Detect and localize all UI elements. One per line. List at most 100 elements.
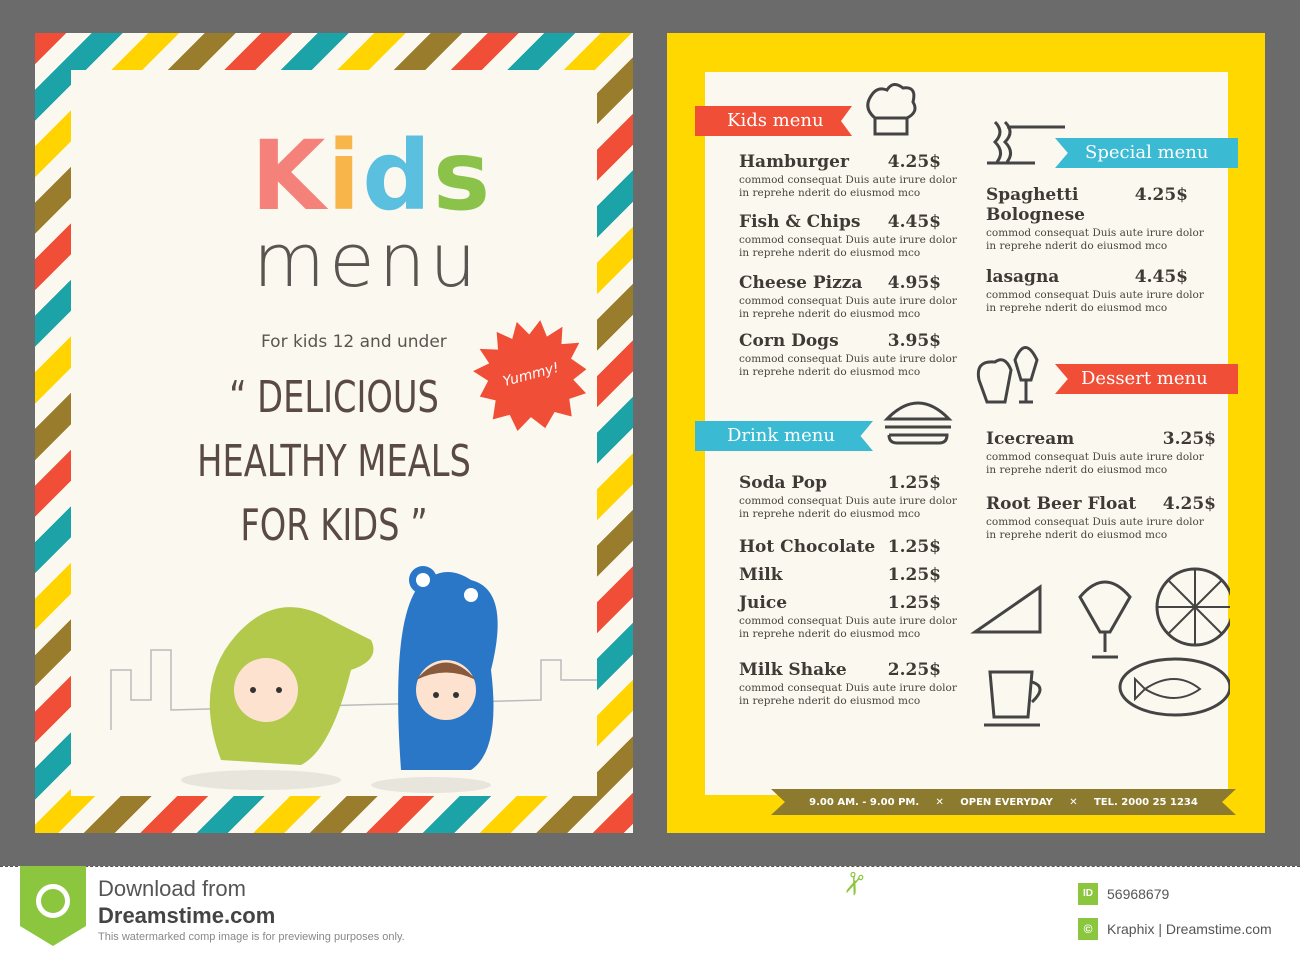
menu-item: Corn Dogs 3.95$ commod consequat Duis aute… — [739, 331, 957, 379]
item-price: 4.25$ — [1162, 494, 1216, 514]
quote-line: “ DELICIOUS — [229, 372, 439, 423]
item-name: Spaghetti — [986, 185, 1079, 205]
characters-illustration — [110, 566, 597, 793]
item-name: Hamburger — [739, 152, 849, 172]
menu-item: lasagna 4.45$ commod consequat Duis aute i… — [986, 267, 1204, 315]
opening-hours: 9.00 AM. - 9.00 PM. — [809, 796, 920, 808]
image-id: 56968679 — [1107, 886, 1170, 902]
item-price: 2.25$ — [887, 660, 941, 680]
menu-item: Hamburger 4.25$ commod consequat Duis aute… — [739, 152, 957, 200]
item-desc: commod consequat Duis aute irure dolor — [739, 295, 957, 307]
item-desc: commod consequat Duis aute irure dolor — [739, 234, 957, 246]
item-name: Milk Shake — [739, 660, 847, 680]
item-name: Soda Pop — [739, 473, 827, 493]
item-price: 1.25$ — [887, 537, 941, 557]
item-price: 1.25$ — [887, 593, 941, 613]
item-desc: in reprehe nderit do eiusmod mco — [986, 302, 1168, 314]
item-name: lasagna — [986, 267, 1060, 287]
drink-menu-ribbon: Drink menu — [695, 421, 873, 451]
item-desc: in reprehe nderit do eiusmod mco — [739, 695, 921, 707]
item-desc: commod consequat Duis aute irure dolor — [739, 615, 957, 627]
item-desc: commod consequat Duis aute irure dolor — [986, 451, 1204, 463]
menu-page: Kids menu Hamburger 4.25$ commod consequat… — [667, 33, 1265, 833]
spaghetti-icon — [987, 120, 1065, 165]
title-letter: K — [251, 120, 328, 232]
item-price: 1.25$ — [887, 565, 941, 585]
item-price: 3.25$ — [1162, 429, 1216, 449]
item-desc: in reprehe nderit do eiusmod mco — [986, 464, 1168, 476]
item-desc: in reprehe nderit do eiusmod mco — [739, 628, 921, 640]
dessert-icon — [976, 346, 1039, 404]
item-price: 4.45$ — [1134, 267, 1188, 287]
item-desc: commod consequat Duis aute irure dolor — [739, 174, 957, 186]
item-price: 4.45$ — [887, 212, 941, 232]
menu-item: Milk 1.25$ — [739, 565, 941, 585]
quote-line: FOR KIDS ” — [240, 500, 428, 551]
item-price: 1.25$ — [887, 473, 941, 493]
item-name: Corn Dogs — [739, 331, 839, 351]
item-desc: commod consequat Duis aute irure dolor — [986, 516, 1204, 528]
food-icons-illustration — [970, 567, 1230, 727]
item-price: 4.25$ — [1134, 185, 1188, 205]
dreamstime-logo-icon — [20, 866, 86, 946]
item-desc: in reprehe nderit do eiusmod mco — [739, 308, 921, 320]
dreamstime-link[interactable]: Dreamstime.com — [98, 903, 276, 928]
title-letter: s — [433, 120, 493, 232]
item-name: Bolognese — [986, 205, 1085, 225]
menu-item: Spaghetti 4.25$ Bolognese commod consequat … — [986, 185, 1204, 253]
item-desc: commod consequat Duis aute irure dolor — [739, 682, 957, 694]
item-desc: in reprehe nderit do eiusmod mco — [739, 366, 921, 378]
watermark-notice: This watermarked comp image is for previ… — [98, 931, 405, 943]
dessert-menu-ribbon: Dessert menu — [1055, 364, 1238, 394]
quote-line: HEALTHY MEALS — [197, 436, 471, 487]
download-from: Download from — [98, 876, 246, 901]
item-price: 4.95$ — [887, 273, 941, 293]
item-name: Fish & Chips — [739, 212, 861, 232]
open-everyday: OPEN EVERYDAY — [960, 796, 1053, 808]
cut-line — [0, 866, 1300, 867]
title-menu: menu — [253, 218, 481, 304]
item-desc: commod consequat Duis aute irure dolor — [739, 495, 957, 507]
item-desc: in reprehe nderit do eiusmod mco — [739, 187, 921, 199]
menu-item: Root Beer Float 4.25$ commod consequat Dui… — [986, 494, 1216, 542]
subtitle: For kids 12 and under — [261, 332, 447, 352]
kids-menu-ribbon: Kids menu — [695, 106, 852, 136]
copyright-icon: © — [1078, 918, 1098, 940]
item-desc: in reprehe nderit do eiusmod mco — [739, 247, 921, 259]
title-letter: i — [327, 120, 363, 232]
item-price: 3.95$ — [887, 331, 941, 351]
author-credit[interactable]: Kraphix | Dreamstime.com — [1107, 921, 1272, 937]
info-bar: 9.00 AM. - 9.00 PM. ✕ OPEN EVERYDAY ✕ TE… — [771, 789, 1236, 815]
menu-item: Icecream 3.25$ commod consequat Duis aute … — [986, 429, 1216, 477]
menu-item: Soda Pop 1.25$ commod consequat Duis aute … — [739, 473, 957, 521]
item-desc: in reprehe nderit do eiusmod mco — [739, 508, 921, 520]
telephone: TEL. 2000 25 1234 — [1093, 796, 1198, 808]
menu-item: Milk Shake 2.25$ commod consequat Duis aut… — [739, 660, 957, 708]
menu-item: Cheese Pizza 4.95$ commod consequat Duis a… — [739, 273, 957, 321]
kids-menu-cover: Kids menu For kids 12 and under Yummy! “… — [35, 33, 633, 833]
title-letter: d — [362, 120, 434, 232]
item-name: Milk — [739, 565, 783, 585]
burger-icon — [883, 401, 953, 445]
item-desc: commod consequat Duis aute irure dolor — [739, 353, 957, 365]
id-badge-icon: ID — [1078, 883, 1098, 905]
item-desc: in reprehe nderit do eiusmod mco — [986, 240, 1168, 252]
item-name: Cheese Pizza — [739, 273, 863, 293]
special-menu-ribbon: Special menu — [1055, 138, 1238, 168]
menu-item: Juice 1.25$ commod consequat Duis aute iru… — [739, 593, 957, 641]
item-desc: commod consequat Duis aute irure dolor — [986, 289, 1204, 301]
item-desc: in reprehe nderit do eiusmod mco — [986, 529, 1168, 541]
item-desc: commod consequat Duis aute irure dolor — [986, 227, 1204, 239]
item-name: Juice — [739, 593, 788, 613]
title-kids: Kids — [251, 120, 492, 232]
cross-icon: ✕ — [935, 796, 944, 808]
menu-item: Fish & Chips 4.45$ commod consequat Duis a… — [739, 212, 957, 260]
item-price: 4.25$ — [887, 152, 941, 172]
item-name: Icecream — [986, 429, 1075, 449]
item-name: Root Beer Float — [986, 494, 1137, 514]
scissors-icon: ✂ — [831, 865, 874, 902]
menu-item: Hot Chocolate 1.25$ — [739, 537, 941, 557]
cross-icon: ✕ — [1069, 796, 1078, 808]
item-name: Hot Chocolate — [739, 537, 876, 557]
chef-hat-icon — [866, 83, 917, 136]
